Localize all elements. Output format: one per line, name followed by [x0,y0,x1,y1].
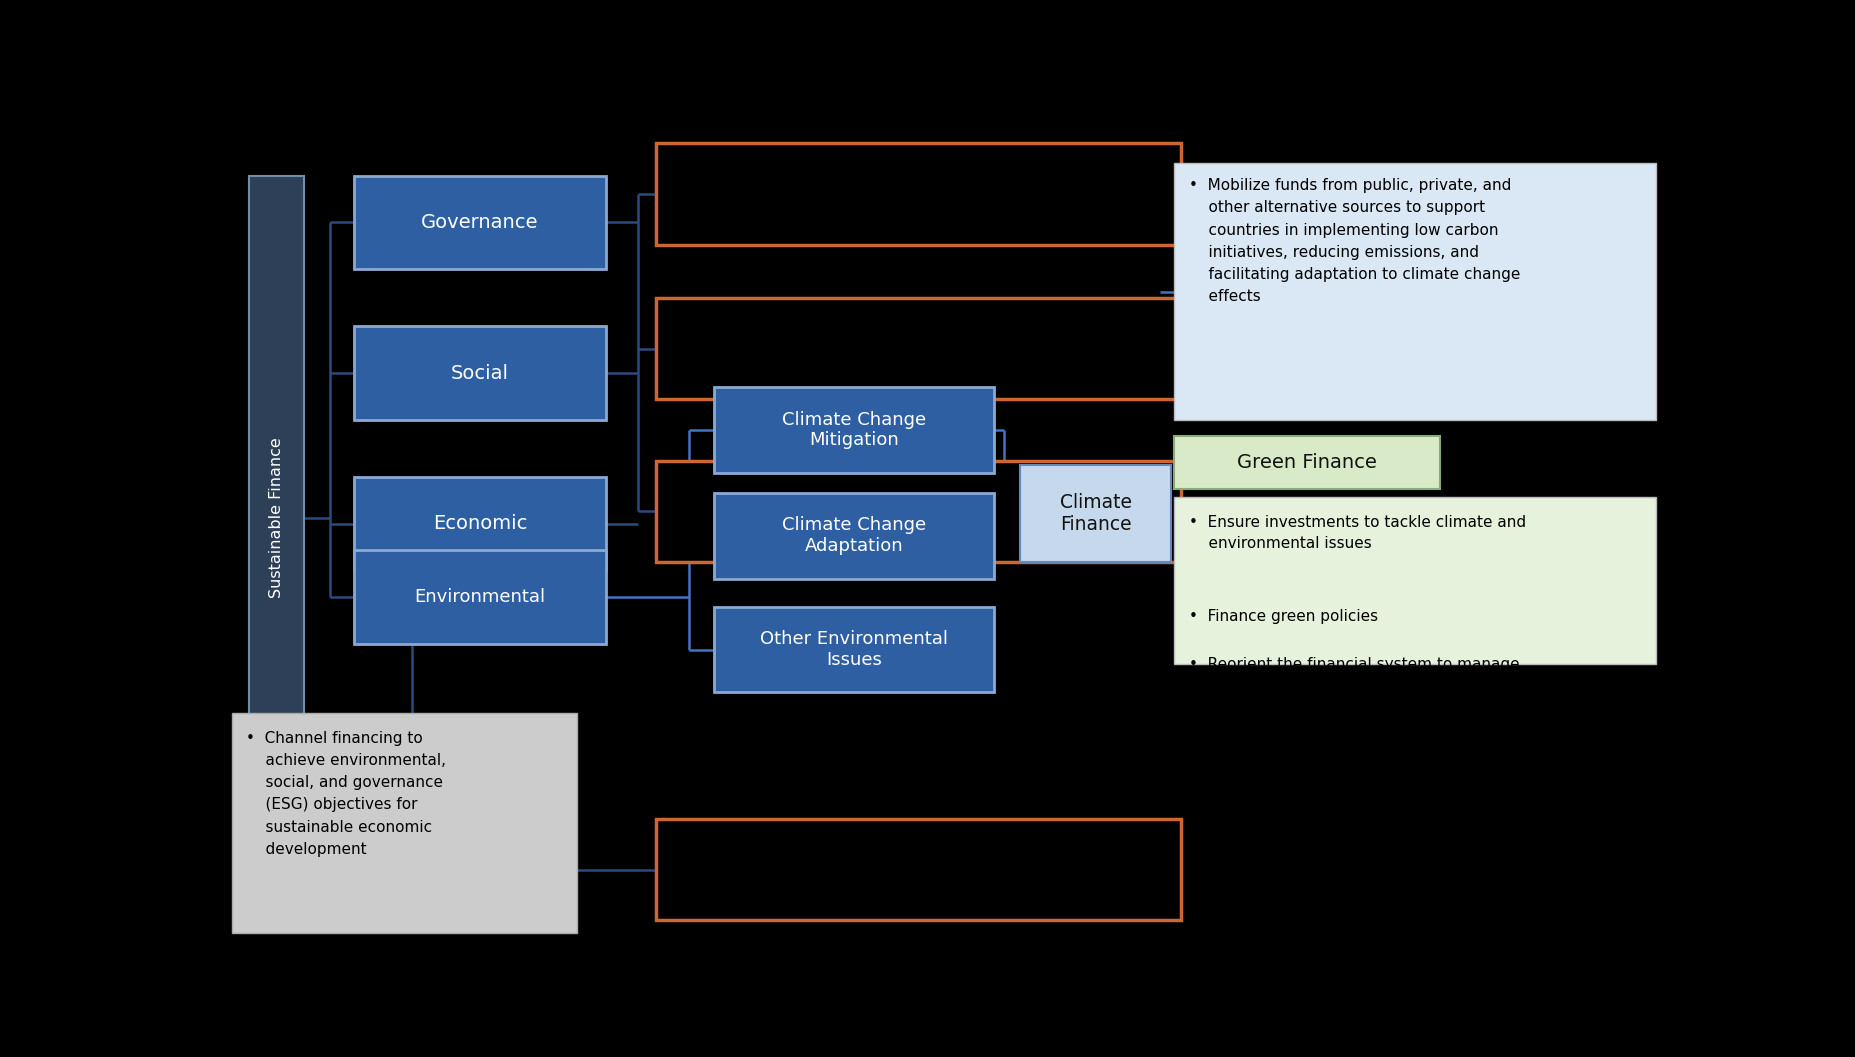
FancyBboxPatch shape [657,818,1182,921]
FancyBboxPatch shape [1020,465,1171,562]
Text: •  Reorient the financial system to manage
    risks: • Reorient the financial system to manag… [1187,656,1519,692]
FancyBboxPatch shape [714,607,994,692]
FancyBboxPatch shape [249,175,304,859]
FancyBboxPatch shape [714,387,994,472]
FancyBboxPatch shape [354,477,605,571]
Text: Green Finance: Green Finance [1237,453,1376,472]
Text: •  Channel financing to
    achieve environmental,
    social, and governance
  : • Channel financing to achieve environme… [247,730,447,857]
Text: •  Mobilize funds from public, private, and
    other alternative sources to sup: • Mobilize funds from public, private, a… [1187,179,1519,304]
Text: •  Finance green policies: • Finance green policies [1187,610,1376,625]
FancyBboxPatch shape [657,298,1182,400]
Text: •  Ensure investments to tackle climate and
    environmental issues: • Ensure investments to tackle climate a… [1187,515,1525,551]
FancyBboxPatch shape [1174,437,1439,489]
Text: Climate Change
Mitigation: Climate Change Mitigation [781,410,926,449]
Text: Governance: Governance [421,212,538,231]
Text: Climate Change
Adaptation: Climate Change Adaptation [781,517,926,555]
FancyBboxPatch shape [1174,164,1655,420]
FancyBboxPatch shape [1174,497,1655,664]
Text: Social: Social [451,364,508,383]
Text: Climate
Finance: Climate Finance [1059,493,1132,534]
FancyBboxPatch shape [232,712,577,932]
Text: Sustainable Finance: Sustainable Finance [269,438,284,598]
FancyBboxPatch shape [657,143,1182,245]
FancyBboxPatch shape [354,550,605,644]
Text: Environmental: Environmental [414,588,545,606]
FancyBboxPatch shape [714,493,994,578]
FancyBboxPatch shape [354,175,605,270]
Text: Other Environmental
Issues: Other Environmental Issues [761,630,948,669]
FancyBboxPatch shape [354,327,605,420]
Text: Economic: Economic [432,514,527,533]
FancyBboxPatch shape [657,461,1182,562]
